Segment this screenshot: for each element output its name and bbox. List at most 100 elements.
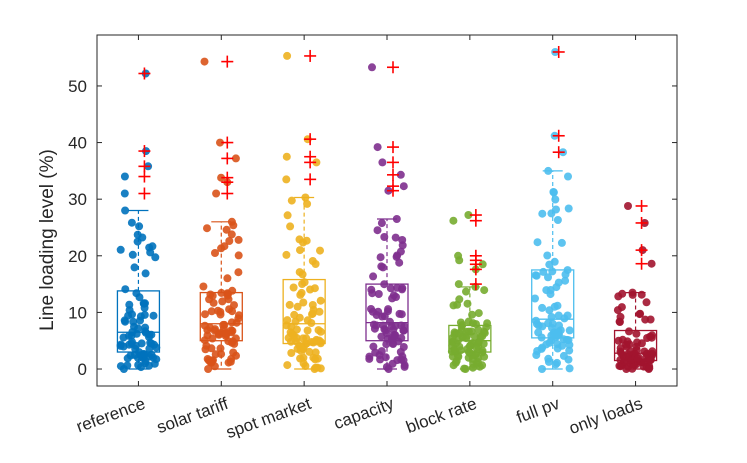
data-point bbox=[448, 334, 457, 342]
data-point bbox=[648, 347, 657, 356]
data-point bbox=[119, 365, 128, 373]
data-point bbox=[636, 309, 645, 318]
data-point bbox=[616, 312, 625, 321]
data-point bbox=[613, 306, 622, 315]
data-point bbox=[478, 346, 487, 355]
y-tick-label: 40 bbox=[68, 134, 87, 153]
data-point bbox=[564, 172, 572, 181]
data-point bbox=[200, 57, 209, 66]
data-point bbox=[378, 158, 387, 167]
data-point bbox=[400, 362, 409, 371]
data-point bbox=[550, 302, 559, 311]
data-point bbox=[397, 334, 406, 342]
data-point bbox=[373, 226, 382, 235]
data-point bbox=[400, 322, 409, 331]
data-point bbox=[561, 276, 570, 285]
data-point bbox=[449, 216, 458, 225]
data-point bbox=[399, 182, 408, 191]
data-point bbox=[547, 209, 556, 218]
box-group-solar-tariff bbox=[199, 55, 243, 373]
data-point bbox=[207, 307, 216, 316]
data-point bbox=[309, 338, 318, 347]
data-point bbox=[201, 345, 210, 354]
data-point bbox=[311, 348, 320, 357]
data-point bbox=[316, 296, 325, 305]
data-point bbox=[316, 246, 324, 255]
data-point bbox=[203, 331, 212, 340]
data-point bbox=[138, 233, 147, 242]
data-point bbox=[300, 278, 309, 287]
data-point bbox=[377, 219, 386, 228]
data-point bbox=[308, 257, 317, 265]
data-point bbox=[216, 310, 225, 319]
data-point bbox=[543, 251, 552, 260]
data-point bbox=[467, 327, 476, 336]
data-point bbox=[624, 202, 632, 210]
data-point bbox=[380, 233, 389, 241]
data-point bbox=[295, 268, 304, 277]
data-point bbox=[549, 188, 558, 196]
data-point bbox=[539, 267, 548, 276]
data-point bbox=[474, 309, 483, 318]
data-point bbox=[147, 350, 156, 359]
data-point bbox=[395, 258, 404, 267]
x-category-label: spot market bbox=[224, 394, 314, 442]
data-point bbox=[644, 365, 653, 373]
data-point bbox=[211, 249, 219, 257]
data-point bbox=[369, 342, 378, 351]
data-point bbox=[152, 343, 161, 352]
x-category-label: reference bbox=[74, 394, 148, 436]
data-point bbox=[127, 218, 136, 227]
data-point bbox=[391, 233, 400, 242]
data-point bbox=[231, 154, 240, 163]
data-point bbox=[141, 327, 150, 336]
data-point bbox=[136, 316, 144, 325]
data-point bbox=[204, 365, 213, 373]
data-point bbox=[128, 250, 137, 259]
data-point bbox=[646, 315, 655, 324]
data-point bbox=[225, 237, 234, 245]
data-point bbox=[234, 235, 243, 244]
data-point bbox=[565, 364, 574, 373]
data-point bbox=[632, 329, 641, 338]
data-point bbox=[316, 364, 325, 373]
data-point bbox=[480, 286, 489, 295]
data-point bbox=[137, 339, 146, 348]
data-point bbox=[550, 257, 559, 266]
data-point bbox=[532, 319, 541, 328]
data-point bbox=[285, 300, 294, 309]
data-point bbox=[310, 365, 319, 373]
data-point bbox=[212, 189, 221, 198]
y-tick-label: 30 bbox=[68, 190, 87, 209]
box-group-block-rate bbox=[447, 209, 492, 373]
data-point bbox=[553, 340, 562, 348]
data-point bbox=[121, 206, 130, 215]
data-point bbox=[544, 357, 553, 366]
data-point bbox=[223, 274, 232, 283]
data-point bbox=[218, 297, 227, 306]
data-point bbox=[565, 326, 574, 335]
data-point bbox=[224, 295, 233, 304]
data-point bbox=[299, 334, 307, 343]
plot-frame bbox=[96, 34, 678, 387]
data-point bbox=[201, 310, 209, 319]
data-point bbox=[465, 342, 474, 351]
data-point bbox=[386, 284, 395, 293]
data-point bbox=[286, 222, 295, 231]
data-point bbox=[149, 311, 158, 320]
data-point bbox=[140, 310, 149, 319]
data-point bbox=[450, 346, 459, 355]
data-point bbox=[229, 348, 238, 357]
data-point bbox=[234, 268, 243, 277]
data-point bbox=[396, 247, 405, 256]
data-point bbox=[616, 344, 625, 353]
data-point bbox=[148, 242, 157, 251]
data-point bbox=[389, 325, 398, 334]
data-point bbox=[214, 329, 223, 338]
data-point bbox=[642, 298, 651, 307]
x-category-label: block rate bbox=[403, 394, 479, 437]
plot-area bbox=[116, 45, 658, 373]
data-point bbox=[385, 317, 394, 326]
data-point bbox=[296, 290, 305, 299]
